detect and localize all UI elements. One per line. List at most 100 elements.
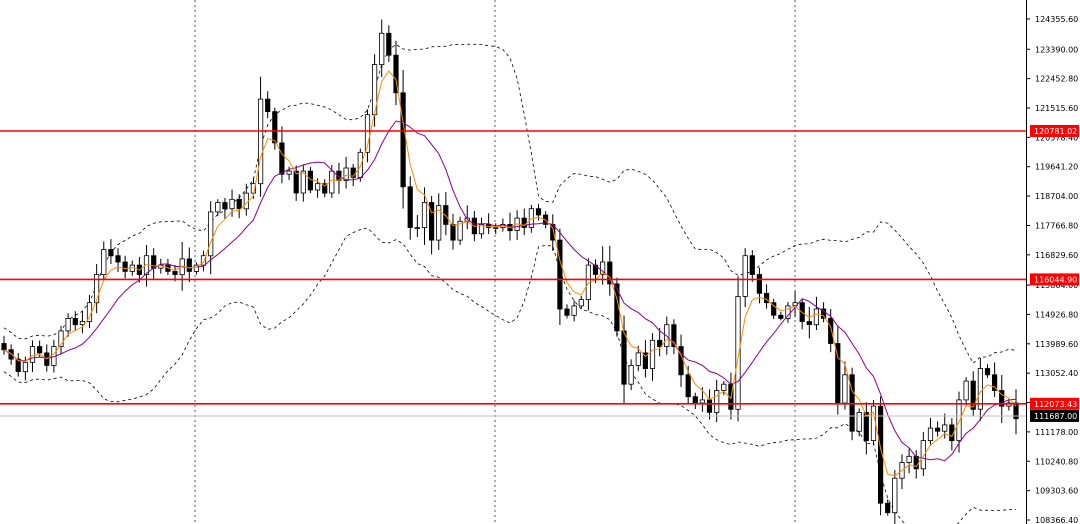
bearish-candle bbox=[970, 380, 976, 410]
bullish-candle bbox=[963, 380, 969, 401]
bearish-candle bbox=[186, 258, 192, 272]
price-tick-label: 109303.60 bbox=[1035, 487, 1078, 496]
bullish-candle bbox=[257, 98, 264, 185]
bullish-candle bbox=[436, 205, 442, 241]
horizontal-level-badge bbox=[1030, 397, 1079, 410]
bearish-candle bbox=[393, 54, 399, 94]
bullish-candle bbox=[742, 255, 748, 297]
bullish-candle bbox=[956, 399, 962, 441]
bullish-candle bbox=[856, 411, 862, 432]
bearish-candle bbox=[172, 270, 178, 275]
bullish-candle bbox=[635, 352, 641, 366]
candles-group bbox=[1, 19, 1019, 524]
bullish-candle bbox=[414, 227, 420, 229]
price-tick-label: 116829.60 bbox=[1035, 251, 1078, 260]
bearish-candle bbox=[222, 202, 228, 210]
bullish-candle bbox=[478, 223, 485, 235]
bullish-candle bbox=[571, 305, 577, 316]
bullish-candle bbox=[714, 390, 720, 413]
bearish-candle bbox=[293, 170, 299, 194]
bearish-candle bbox=[450, 223, 456, 241]
bearish-candle bbox=[621, 330, 627, 385]
bollinger-upper-band bbox=[3, 43, 1017, 364]
horizontal-levels bbox=[0, 130, 1026, 417]
bearish-candle bbox=[428, 202, 435, 241]
bearish-candle bbox=[386, 32, 392, 56]
bullish-candle bbox=[927, 427, 934, 442]
price-tick-label: 117766.80 bbox=[1035, 221, 1078, 230]
bullish-candle bbox=[906, 455, 912, 463]
bullish-candle bbox=[813, 308, 820, 326]
price-tick-label: 121515.60 bbox=[1035, 104, 1078, 113]
price-axis: 124355.60 123390.00 122452.80 121515.60 1205… bbox=[1026, 0, 1079, 524]
bearish-candle bbox=[885, 502, 891, 514]
horizontal-level-badge bbox=[1030, 273, 1079, 286]
bearish-candle bbox=[400, 92, 406, 188]
bearish-candle bbox=[821, 308, 827, 319]
bullish-candle bbox=[870, 405, 877, 442]
current-price-badge bbox=[1030, 409, 1079, 422]
bollinger-bands bbox=[3, 43, 1017, 524]
price-tick-label: 119641.20 bbox=[1035, 163, 1078, 172]
bullish-candle bbox=[29, 346, 36, 363]
bullish-candle bbox=[457, 220, 463, 241]
moving-average-slow bbox=[3, 120, 1017, 462]
bullish-candle bbox=[942, 424, 948, 432]
bullish-candle bbox=[286, 170, 292, 175]
bearish-candle bbox=[692, 396, 698, 404]
bearish-candle bbox=[443, 205, 449, 225]
bullish-candle bbox=[493, 227, 499, 229]
price-tick-label: 114926.80 bbox=[1035, 310, 1078, 319]
bullish-candle bbox=[379, 32, 385, 65]
bullish-candle bbox=[215, 202, 221, 213]
bearish-candle bbox=[878, 405, 884, 504]
bullish-candle bbox=[58, 330, 64, 347]
bearish-candle bbox=[849, 374, 855, 432]
bearish-candle bbox=[685, 374, 691, 398]
price-tick-label: 123390.00 bbox=[1035, 45, 1078, 54]
bullish-candle bbox=[94, 274, 100, 304]
bearish-candle bbox=[828, 317, 834, 344]
bullish-candle bbox=[578, 299, 584, 307]
bearish-candle bbox=[1013, 402, 1019, 420]
horizontal-level-label: 120781.02 bbox=[1034, 127, 1077, 136]
bearish-candle bbox=[607, 261, 613, 285]
bearish-candle bbox=[984, 368, 991, 376]
bearish-candle bbox=[407, 186, 413, 228]
moving-average-fast bbox=[3, 70, 1017, 477]
price-tick-label: 110240.80 bbox=[1035, 457, 1078, 466]
bullish-candle bbox=[229, 198, 235, 210]
bullish-candle bbox=[920, 440, 926, 470]
bullish-candle bbox=[314, 183, 321, 191]
bollinger-lower-band bbox=[3, 227, 1016, 524]
bearish-candle bbox=[756, 274, 763, 294]
bullish-candle bbox=[65, 317, 71, 332]
bearish-candle bbox=[778, 314, 784, 319]
bearish-candle bbox=[764, 292, 770, 304]
bullish-candle bbox=[208, 211, 214, 257]
bearish-candle bbox=[706, 399, 713, 413]
bearish-candle bbox=[771, 302, 777, 316]
bearish-candle bbox=[115, 255, 121, 263]
bullish-candle bbox=[735, 296, 741, 410]
bearish-candle bbox=[72, 317, 78, 326]
bullish-candle bbox=[357, 151, 363, 178]
bullish-candle bbox=[600, 261, 606, 275]
bearish-candle bbox=[564, 308, 570, 316]
price-tick-label: 108366.40 bbox=[1035, 516, 1078, 524]
bearish-candle bbox=[37, 346, 43, 354]
bullish-candle bbox=[699, 399, 706, 404]
price-tick-label: 122452.80 bbox=[1035, 75, 1078, 84]
bullish-candle bbox=[300, 170, 306, 194]
bearish-candle bbox=[935, 427, 941, 432]
bullish-candle bbox=[193, 264, 199, 272]
bearish-candle bbox=[863, 411, 869, 441]
bullish-candle bbox=[721, 383, 727, 391]
price-tick-label: 118704.00 bbox=[1035, 192, 1078, 201]
price-tick-label: 115864.00 bbox=[1035, 281, 1078, 290]
bearish-candle bbox=[307, 170, 314, 191]
bearish-candle bbox=[236, 198, 242, 210]
bullish-candle bbox=[343, 167, 349, 181]
bearish-candle bbox=[279, 142, 285, 175]
